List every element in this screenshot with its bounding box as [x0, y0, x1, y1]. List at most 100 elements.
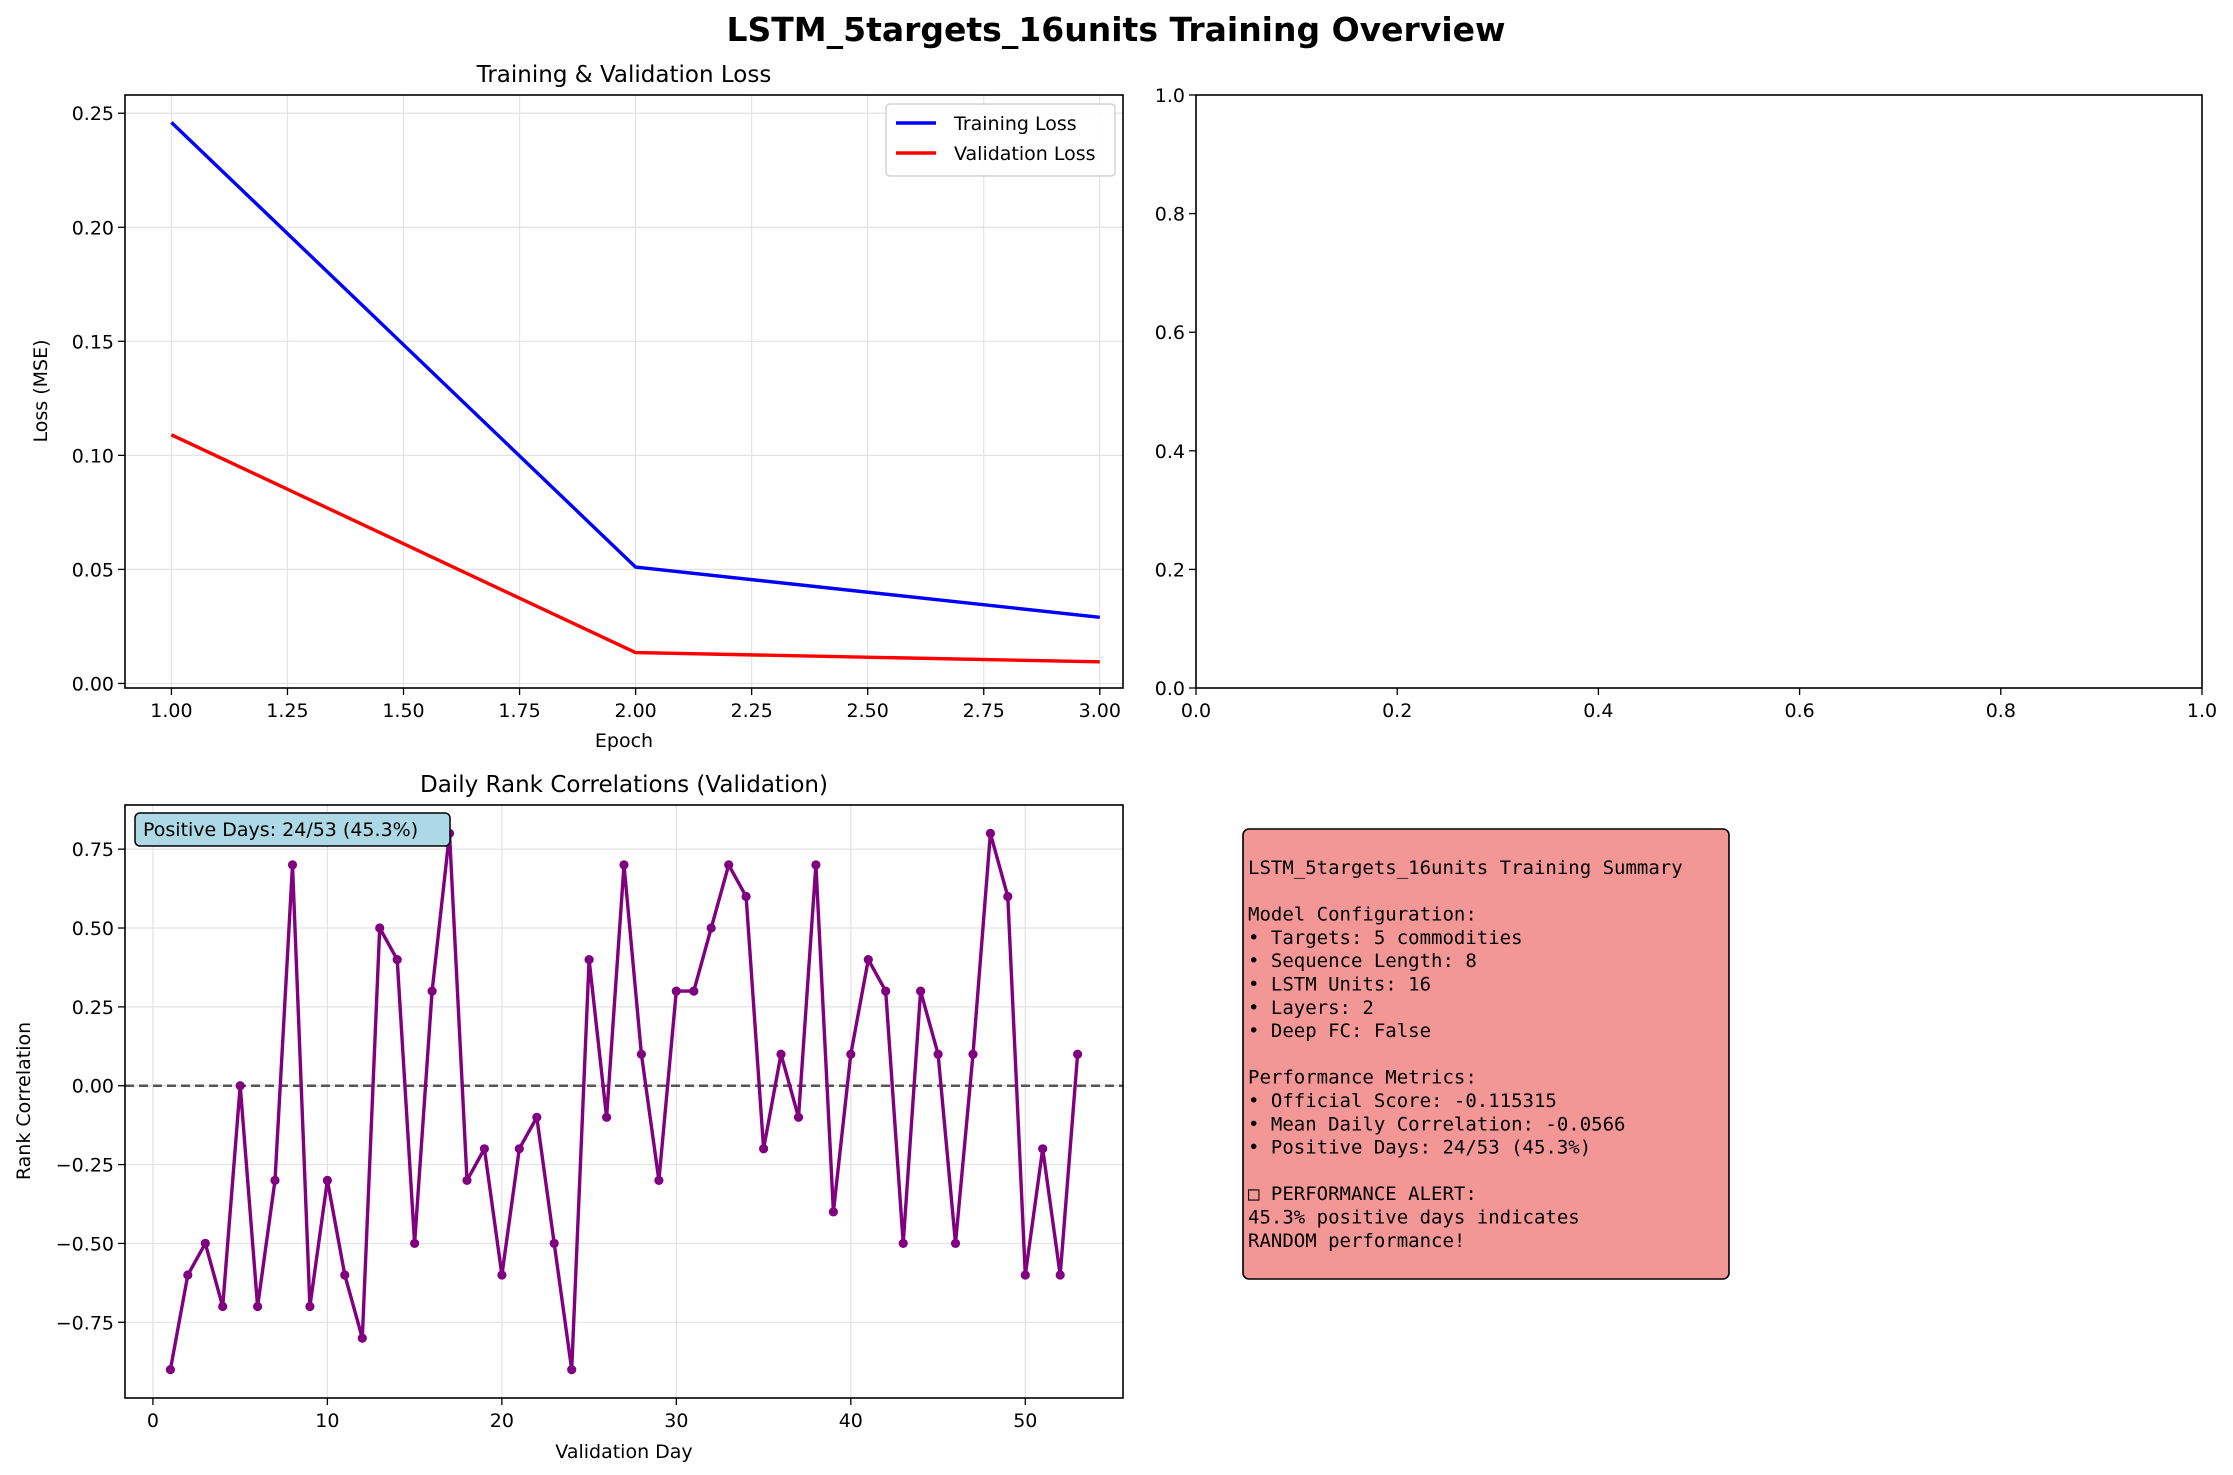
loss-ytick-label: 0.10 — [72, 445, 114, 467]
empty-ytick-label: 1.0 — [1155, 85, 1185, 107]
loss-xtick-label: 1.75 — [498, 700, 540, 722]
corr-xtick-label: 40 — [839, 1410, 863, 1432]
corr-data-point — [340, 1270, 350, 1280]
empty-ticks: 0.0 0.2 0.4 0.6 0.8 1.0 0.0 0.2 0.4 0.6 0.8 1.0 — [1155, 85, 2217, 722]
corr-series — [165, 828, 1083, 1375]
corr-data-point — [479, 1144, 489, 1154]
corr-data-point — [776, 1049, 786, 1059]
loss-series — [170, 121, 1100, 664]
empty-xtick-label: 0.6 — [1784, 700, 1814, 722]
corr-data-point — [950, 1238, 961, 1248]
corr-data-point — [584, 955, 594, 965]
corr-data-point — [881, 986, 891, 996]
loss-chart-title: Training & Validation Loss — [476, 62, 772, 88]
loss-ytick-label: 0.05 — [72, 559, 114, 581]
corr-xtick-label: 10 — [315, 1410, 339, 1432]
corr-data-point — [759, 1144, 769, 1154]
summary-line: • LSTM Units: 16 — [1248, 974, 1431, 996]
corr-data-point — [1038, 1144, 1048, 1154]
corr-data-point — [916, 986, 926, 996]
empty-ytick-label: 0.8 — [1155, 204, 1185, 226]
summary-line: • Deep FC: False — [1248, 1020, 1431, 1042]
corr-data-point — [218, 1301, 228, 1312]
corr-data-point — [724, 860, 734, 870]
corr-data-point — [200, 1238, 210, 1248]
loss-legend: Training Loss Validation Loss — [885, 103, 1116, 177]
empty-ytick-label: 0.4 — [1155, 441, 1185, 463]
summary-line: Performance Metrics: — [1248, 1067, 1477, 1089]
corr-data-point — [689, 986, 699, 996]
corr-ytick-label: −0.75 — [56, 1312, 114, 1334]
summary-line: • Official Score: -0.115315 — [1248, 1090, 1557, 1112]
rank-correlation-chart-xlabel: Validation Day — [555, 1441, 692, 1463]
loss-xtick-label: 2.50 — [847, 700, 889, 722]
corr-data-point — [549, 1238, 559, 1248]
corr-data-point — [933, 1049, 943, 1059]
loss-xtick-label: 1.25 — [266, 700, 308, 722]
corr-data-point — [497, 1270, 507, 1280]
corr-data-point — [619, 860, 629, 870]
positive-days-annotation: Positive Days: 24/53 (45.3%) — [143, 819, 418, 841]
loss-ytick-label: 0.25 — [72, 103, 114, 125]
summary-line: • Targets: 5 commodities — [1248, 927, 1523, 949]
summary-line: Model Configuration: — [1248, 904, 1477, 926]
corr-data-point — [322, 1175, 332, 1185]
empty-ytick-label: 0.2 — [1155, 559, 1185, 581]
loss-xtick-label: 3.00 — [1079, 700, 1121, 722]
empty-ytick-label: 0.6 — [1155, 322, 1185, 344]
corr-data-point — [305, 1301, 315, 1312]
summary-line: LSTM_5targets_16units Training Summary — [1248, 857, 1683, 879]
corr-axes-frame — [124, 804, 1124, 1399]
loss-xtick-label: 2.75 — [963, 700, 1005, 722]
loss-axes-frame — [124, 94, 1124, 689]
corr-xtick-label: 50 — [1013, 1410, 1037, 1432]
corr-data-point — [654, 1175, 664, 1185]
corr-data-point — [567, 1365, 577, 1375]
summary-line: □ PERFORMANCE ALERT: — [1248, 1183, 1477, 1205]
corr-ytick-label: −0.25 — [56, 1155, 114, 1177]
loss-chart-xlabel: Epoch — [595, 730, 653, 752]
loss-ytick-label: 0.15 — [72, 331, 114, 353]
legend-box — [885, 103, 1116, 177]
loss-series-line-1 — [170, 433, 1100, 664]
summary-line: RANDOM performance! — [1248, 1230, 1465, 1252]
empty-xtick-label: 0.8 — [1986, 700, 2016, 722]
empty-xtick-label: 0.4 — [1583, 700, 1613, 722]
corr-data-point — [514, 1144, 524, 1154]
corr-data-point — [793, 1112, 804, 1122]
corr-data-point — [1073, 1049, 1083, 1059]
corr-data-point — [392, 955, 402, 965]
corr-xtick-label: 0 — [147, 1410, 159, 1432]
figure-title: LSTM_5targets_16units Training Overview — [726, 10, 1505, 49]
loss-grid — [125, 95, 1123, 688]
corr-data-point — [863, 955, 873, 965]
summary-line: 45.3% positive days indicates — [1248, 1207, 1580, 1229]
corr-data-point — [287, 860, 298, 870]
empty-xtick-label: 0.2 — [1382, 700, 1412, 722]
corr-data-point — [253, 1301, 263, 1312]
training-summary-background — [1242, 828, 1730, 1280]
loss-ytick-label: 0.20 — [72, 217, 114, 239]
corr-data-point — [532, 1112, 542, 1122]
empty-ytick-label: 0.0 — [1155, 678, 1185, 700]
corr-xtick-label: 30 — [664, 1410, 688, 1432]
corr-data-point — [410, 1238, 420, 1248]
corr-data-point — [828, 1207, 839, 1217]
loss-xtick-label: 1.50 — [382, 700, 424, 722]
empty-xtick-label: 1.0 — [2187, 700, 2217, 722]
positive-days-badge: Positive Days: 24/53 (45.3%) — [134, 812, 451, 847]
corr-ytick-label: −0.50 — [56, 1233, 114, 1255]
rank-correlation-chart-title: Daily Rank Correlations (Validation) — [420, 772, 828, 798]
empty-chart: 0.0 0.2 0.4 0.6 0.8 1.0 0.0 0.2 0.4 0.6 0.8 1.0 — [1155, 85, 2217, 722]
loss-xtick-label: 1.00 — [150, 700, 192, 722]
corr-data-point — [706, 923, 716, 933]
corr-data-point — [636, 1049, 647, 1059]
corr-data-point — [602, 1112, 612, 1122]
training-summary-box: LSTM_5targets_16units Training Summary Mo… — [1242, 828, 1730, 1280]
corr-data-point — [671, 986, 681, 996]
corr-data-point — [235, 1081, 245, 1091]
corr-data-point — [846, 1049, 856, 1059]
empty-axes-frame — [1195, 94, 2203, 689]
loss-series-line-0 — [170, 121, 1100, 619]
corr-data-point — [898, 1238, 908, 1248]
